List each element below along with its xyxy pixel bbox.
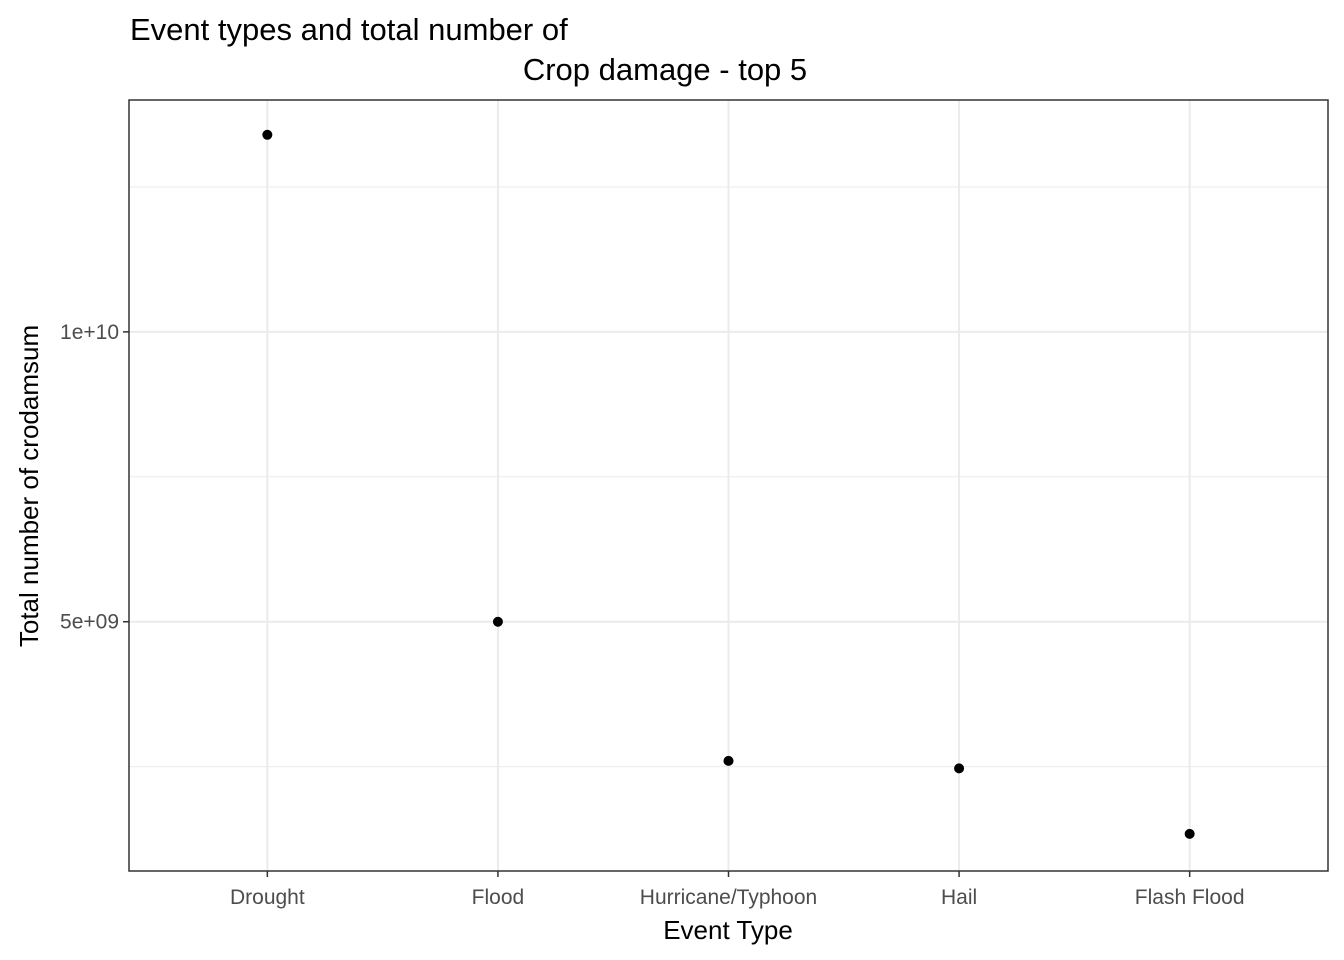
x-tick-label: Flash Flood bbox=[1135, 886, 1245, 909]
x-axis-title: Event Type bbox=[663, 915, 793, 945]
data-point bbox=[492, 616, 503, 627]
grid-lines bbox=[129, 100, 1328, 871]
chart-title-line-2: Crop damage - top 5 bbox=[523, 52, 807, 87]
data-point bbox=[1184, 828, 1195, 839]
data-point bbox=[262, 129, 273, 140]
x-tick-label: Hail bbox=[941, 886, 977, 909]
data-point bbox=[723, 755, 734, 766]
y-axis-title: Total number of crodamsum bbox=[14, 325, 44, 647]
axis-ticks: 5e+09 1e+10 Drought Flood Hurricane/Typhoon H… bbox=[60, 321, 1244, 909]
data-points bbox=[262, 129, 1195, 839]
data-point bbox=[954, 763, 965, 774]
y-tick-label: 5e+09 bbox=[60, 611, 119, 634]
x-tick-label: Drought bbox=[230, 886, 305, 909]
y-tick-label: 1e+10 bbox=[60, 321, 119, 344]
chart-title-line-1: Event types and total number of bbox=[130, 12, 568, 47]
x-tick-label: Hurricane/Typhoon bbox=[640, 886, 817, 909]
x-tick-label: Flood bbox=[472, 886, 525, 909]
